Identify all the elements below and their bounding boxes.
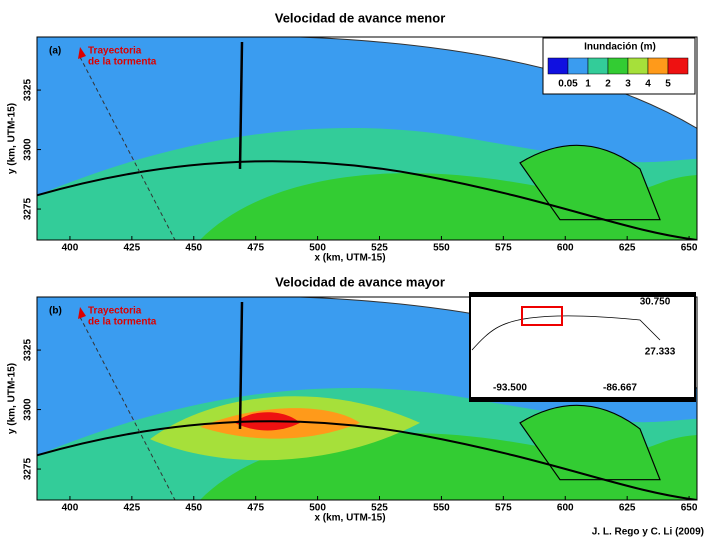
inset-lat: 30.750 <box>640 297 671 308</box>
inset-bar-bottom <box>470 397 695 401</box>
panel-title: Velocidad de avance menor <box>275 10 446 25</box>
annotation: Trayectoria <box>88 46 142 57</box>
frame <box>36 36 698 241</box>
track <box>79 56 176 240</box>
x-tick-label: 525 <box>371 243 388 254</box>
panel-title: Velocidad de avance mayor <box>275 274 445 289</box>
x-tick-label: 625 <box>619 503 636 514</box>
inset-bar-top <box>470 293 695 297</box>
river <box>238 41 244 169</box>
frame <box>36 296 698 501</box>
x-tick-label: 650 <box>681 503 698 514</box>
x-tick-label: 500 <box>309 243 326 254</box>
marsh-green <box>519 404 661 481</box>
x-tick-label: 475 <box>247 243 264 254</box>
legend-title: Inundación (m) <box>584 42 656 53</box>
x-tick-label: 400 <box>62 243 79 254</box>
track-arrow <box>78 47 86 59</box>
x-axis-label: x (km, UTM-15) <box>314 253 385 264</box>
panel-label: (b) <box>49 306 62 317</box>
legend-swatch <box>567 57 589 75</box>
y-axis-label: y (km, UTM-15) <box>7 103 18 174</box>
x-tick-label: 450 <box>185 503 202 514</box>
y-tick-label: 3275 <box>23 458 34 481</box>
x-tick-label: 600 <box>557 243 574 254</box>
x-tick-label: 600 <box>557 503 574 514</box>
x-tick-label: 475 <box>247 503 264 514</box>
legend-swatch <box>667 57 689 75</box>
x-tick-label: 575 <box>495 503 512 514</box>
legend-swatch <box>607 57 629 75</box>
x-tick-label: 425 <box>124 243 141 254</box>
x-tick-label: 550 <box>433 503 450 514</box>
inset-lon: -93.500 <box>493 383 527 394</box>
credit: J. L. Rego y C. Li (2009) <box>592 527 704 538</box>
legend-tick-label: 3 <box>625 79 631 90</box>
x-tick-label: 625 <box>619 243 636 254</box>
x-tick-label: 525 <box>371 503 388 514</box>
marsh-green <box>519 144 661 221</box>
annotation: de la tormenta <box>88 317 157 328</box>
legend-tick-label: 2 <box>605 79 611 90</box>
legend-swatch <box>627 57 649 75</box>
y-tick-label: 3325 <box>23 339 34 362</box>
y-tick-label: 3300 <box>23 138 34 161</box>
y-axis-label: y (km, UTM-15) <box>7 363 18 434</box>
x-tick-label: 500 <box>309 503 326 514</box>
legend-swatch <box>587 57 609 75</box>
legend-tick-label: 0.05 <box>558 79 578 90</box>
legend-swatch <box>547 57 569 75</box>
annotation: de la tormenta <box>88 57 157 68</box>
panel-label: (a) <box>49 46 61 57</box>
x-tick-label: 550 <box>433 243 450 254</box>
x-tick-label: 425 <box>124 503 141 514</box>
inset-lat: 27.333 <box>645 347 676 358</box>
x-axis-label: x (km, UTM-15) <box>314 513 385 524</box>
y-tick-label: 3325 <box>23 79 34 102</box>
legend-tick-label: 5 <box>665 79 671 90</box>
track-arrow <box>78 307 86 319</box>
inset-lon: -86.667 <box>603 383 637 394</box>
legend-tick-label: 1 <box>585 79 591 90</box>
x-tick-label: 650 <box>681 243 698 254</box>
legend-tick-label: 4 <box>645 79 651 90</box>
inundation-green <box>200 173 697 240</box>
x-tick-label: 575 <box>495 243 512 254</box>
legend-swatch <box>647 57 669 75</box>
track <box>79 316 176 500</box>
inset-region <box>521 306 563 326</box>
y-tick-label: 3275 <box>23 198 34 221</box>
river <box>238 301 244 429</box>
inset-coast <box>471 315 661 351</box>
x-tick-label: 400 <box>62 503 79 514</box>
y-tick-label: 3300 <box>23 398 34 421</box>
x-tick-label: 450 <box>185 243 202 254</box>
annotation: Trayectoria <box>88 306 142 317</box>
